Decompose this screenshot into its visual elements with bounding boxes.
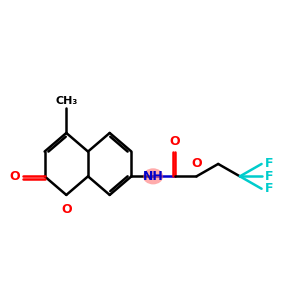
Text: F: F [265, 182, 273, 195]
Text: O: O [10, 170, 20, 183]
Text: F: F [265, 158, 273, 170]
Text: O: O [191, 157, 202, 170]
Text: CH₃: CH₃ [55, 96, 77, 106]
Ellipse shape [143, 168, 163, 184]
Text: F: F [265, 170, 273, 183]
Text: NH: NH [143, 170, 164, 183]
Text: O: O [169, 136, 180, 148]
Text: O: O [61, 203, 72, 216]
